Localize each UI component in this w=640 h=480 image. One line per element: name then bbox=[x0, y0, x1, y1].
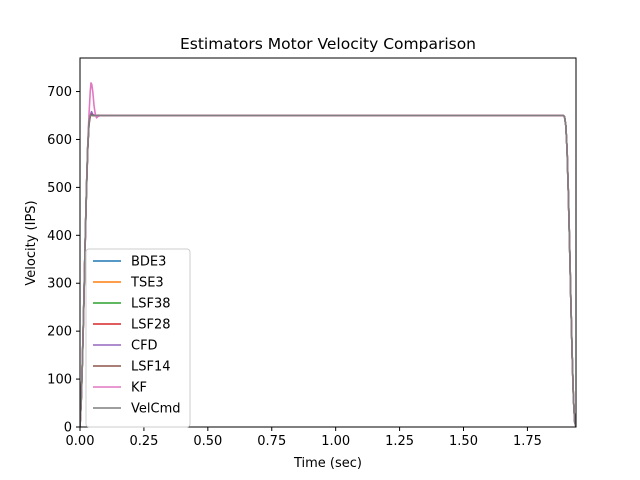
legend-label: VelCmd bbox=[131, 402, 181, 417]
legend-box bbox=[85, 248, 191, 428]
y-tick-label: 700 bbox=[47, 85, 72, 100]
legend-label: BDE3 bbox=[131, 255, 166, 270]
x-tick-label: 1.75 bbox=[513, 434, 542, 449]
series-line-velcmd bbox=[80, 114, 576, 427]
y-axis: 0 100 200 300 400 500 600 700 bbox=[47, 85, 80, 436]
x-axis-label: Time (sec) bbox=[293, 456, 362, 471]
legend-label: KF bbox=[131, 381, 147, 396]
y-tick-label: 100 bbox=[47, 373, 72, 388]
y-tick-label: 400 bbox=[47, 229, 72, 244]
x-tick-label: 0.25 bbox=[129, 434, 158, 449]
x-tick-label: 0.00 bbox=[66, 434, 95, 449]
legend: BDE3 TSE3 LSF38 LSF28 CFD LSF14 KF VelCmd bbox=[85, 248, 191, 428]
x-axis: 0.00 0.25 0.50 0.75 1.00 1.25 1.50 1.75 bbox=[66, 427, 542, 449]
y-tick-label: 200 bbox=[47, 325, 72, 340]
chart-title: Estimators Motor Velocity Comparison bbox=[180, 35, 476, 53]
x-tick-label: 1.25 bbox=[385, 434, 414, 449]
plot-frame bbox=[79, 57, 577, 428]
y-axis-label: Velocity (IPS) bbox=[24, 200, 39, 285]
y-tick-label: 600 bbox=[47, 133, 72, 148]
plot-area bbox=[80, 82, 576, 427]
x-tick-label: 1.00 bbox=[321, 434, 350, 449]
y-tick-label: 300 bbox=[47, 277, 72, 292]
legend-label: TSE3 bbox=[130, 276, 164, 291]
legend-label: LSF38 bbox=[131, 297, 171, 312]
legend-label: LSF14 bbox=[131, 360, 171, 375]
y-tick-label: 500 bbox=[47, 181, 72, 196]
x-tick-label: 0.50 bbox=[193, 434, 222, 449]
legend-label: LSF28 bbox=[131, 318, 171, 333]
x-tick-label: 1.50 bbox=[449, 434, 478, 449]
legend-label: CFD bbox=[131, 339, 158, 354]
x-tick-label: 0.75 bbox=[257, 434, 286, 449]
y-tick-label: 0 bbox=[64, 421, 72, 436]
